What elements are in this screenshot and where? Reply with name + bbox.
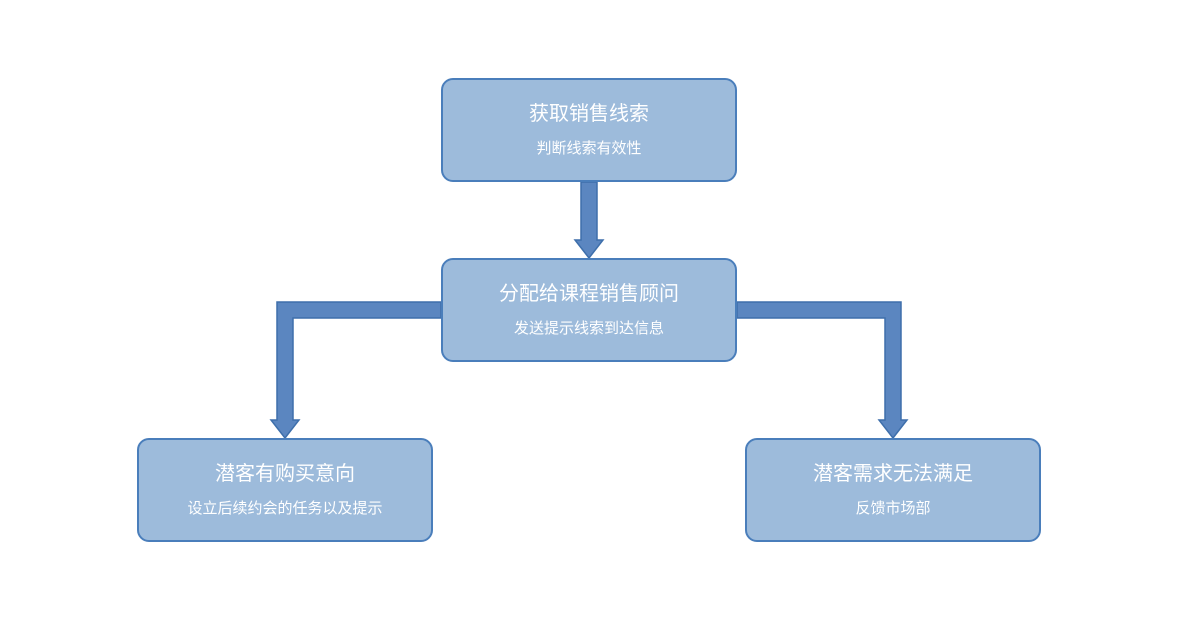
flowchart-node-n1: 获取销售线索判断线索有效性	[441, 78, 737, 182]
node-title: 获取销售线索	[529, 102, 649, 126]
node-subtitle: 判断线索有效性	[536, 140, 641, 158]
node-subtitle: 设立后续约会的任务以及提示	[187, 500, 382, 518]
node-subtitle: 反馈市场部	[855, 500, 930, 518]
flowchart-node-n2: 分配给课程销售顾问发送提示线索到达信息	[441, 258, 737, 362]
flowchart-node-n4: 潜客需求无法满足反馈市场部	[745, 438, 1041, 542]
flowchart-node-n3: 潜客有购买意向设立后续约会的任务以及提示	[137, 438, 433, 542]
node-subtitle: 发送提示线索到达信息	[514, 320, 664, 338]
flowchart-canvas: 获取销售线索判断线索有效性分配给课程销售顾问发送提示线索到达信息潜客有购买意向设…	[0, 0, 1178, 627]
node-title: 潜客有购买意向	[215, 462, 355, 486]
node-title: 潜客需求无法满足	[813, 462, 973, 486]
node-title: 分配给课程销售顾问	[499, 282, 679, 306]
